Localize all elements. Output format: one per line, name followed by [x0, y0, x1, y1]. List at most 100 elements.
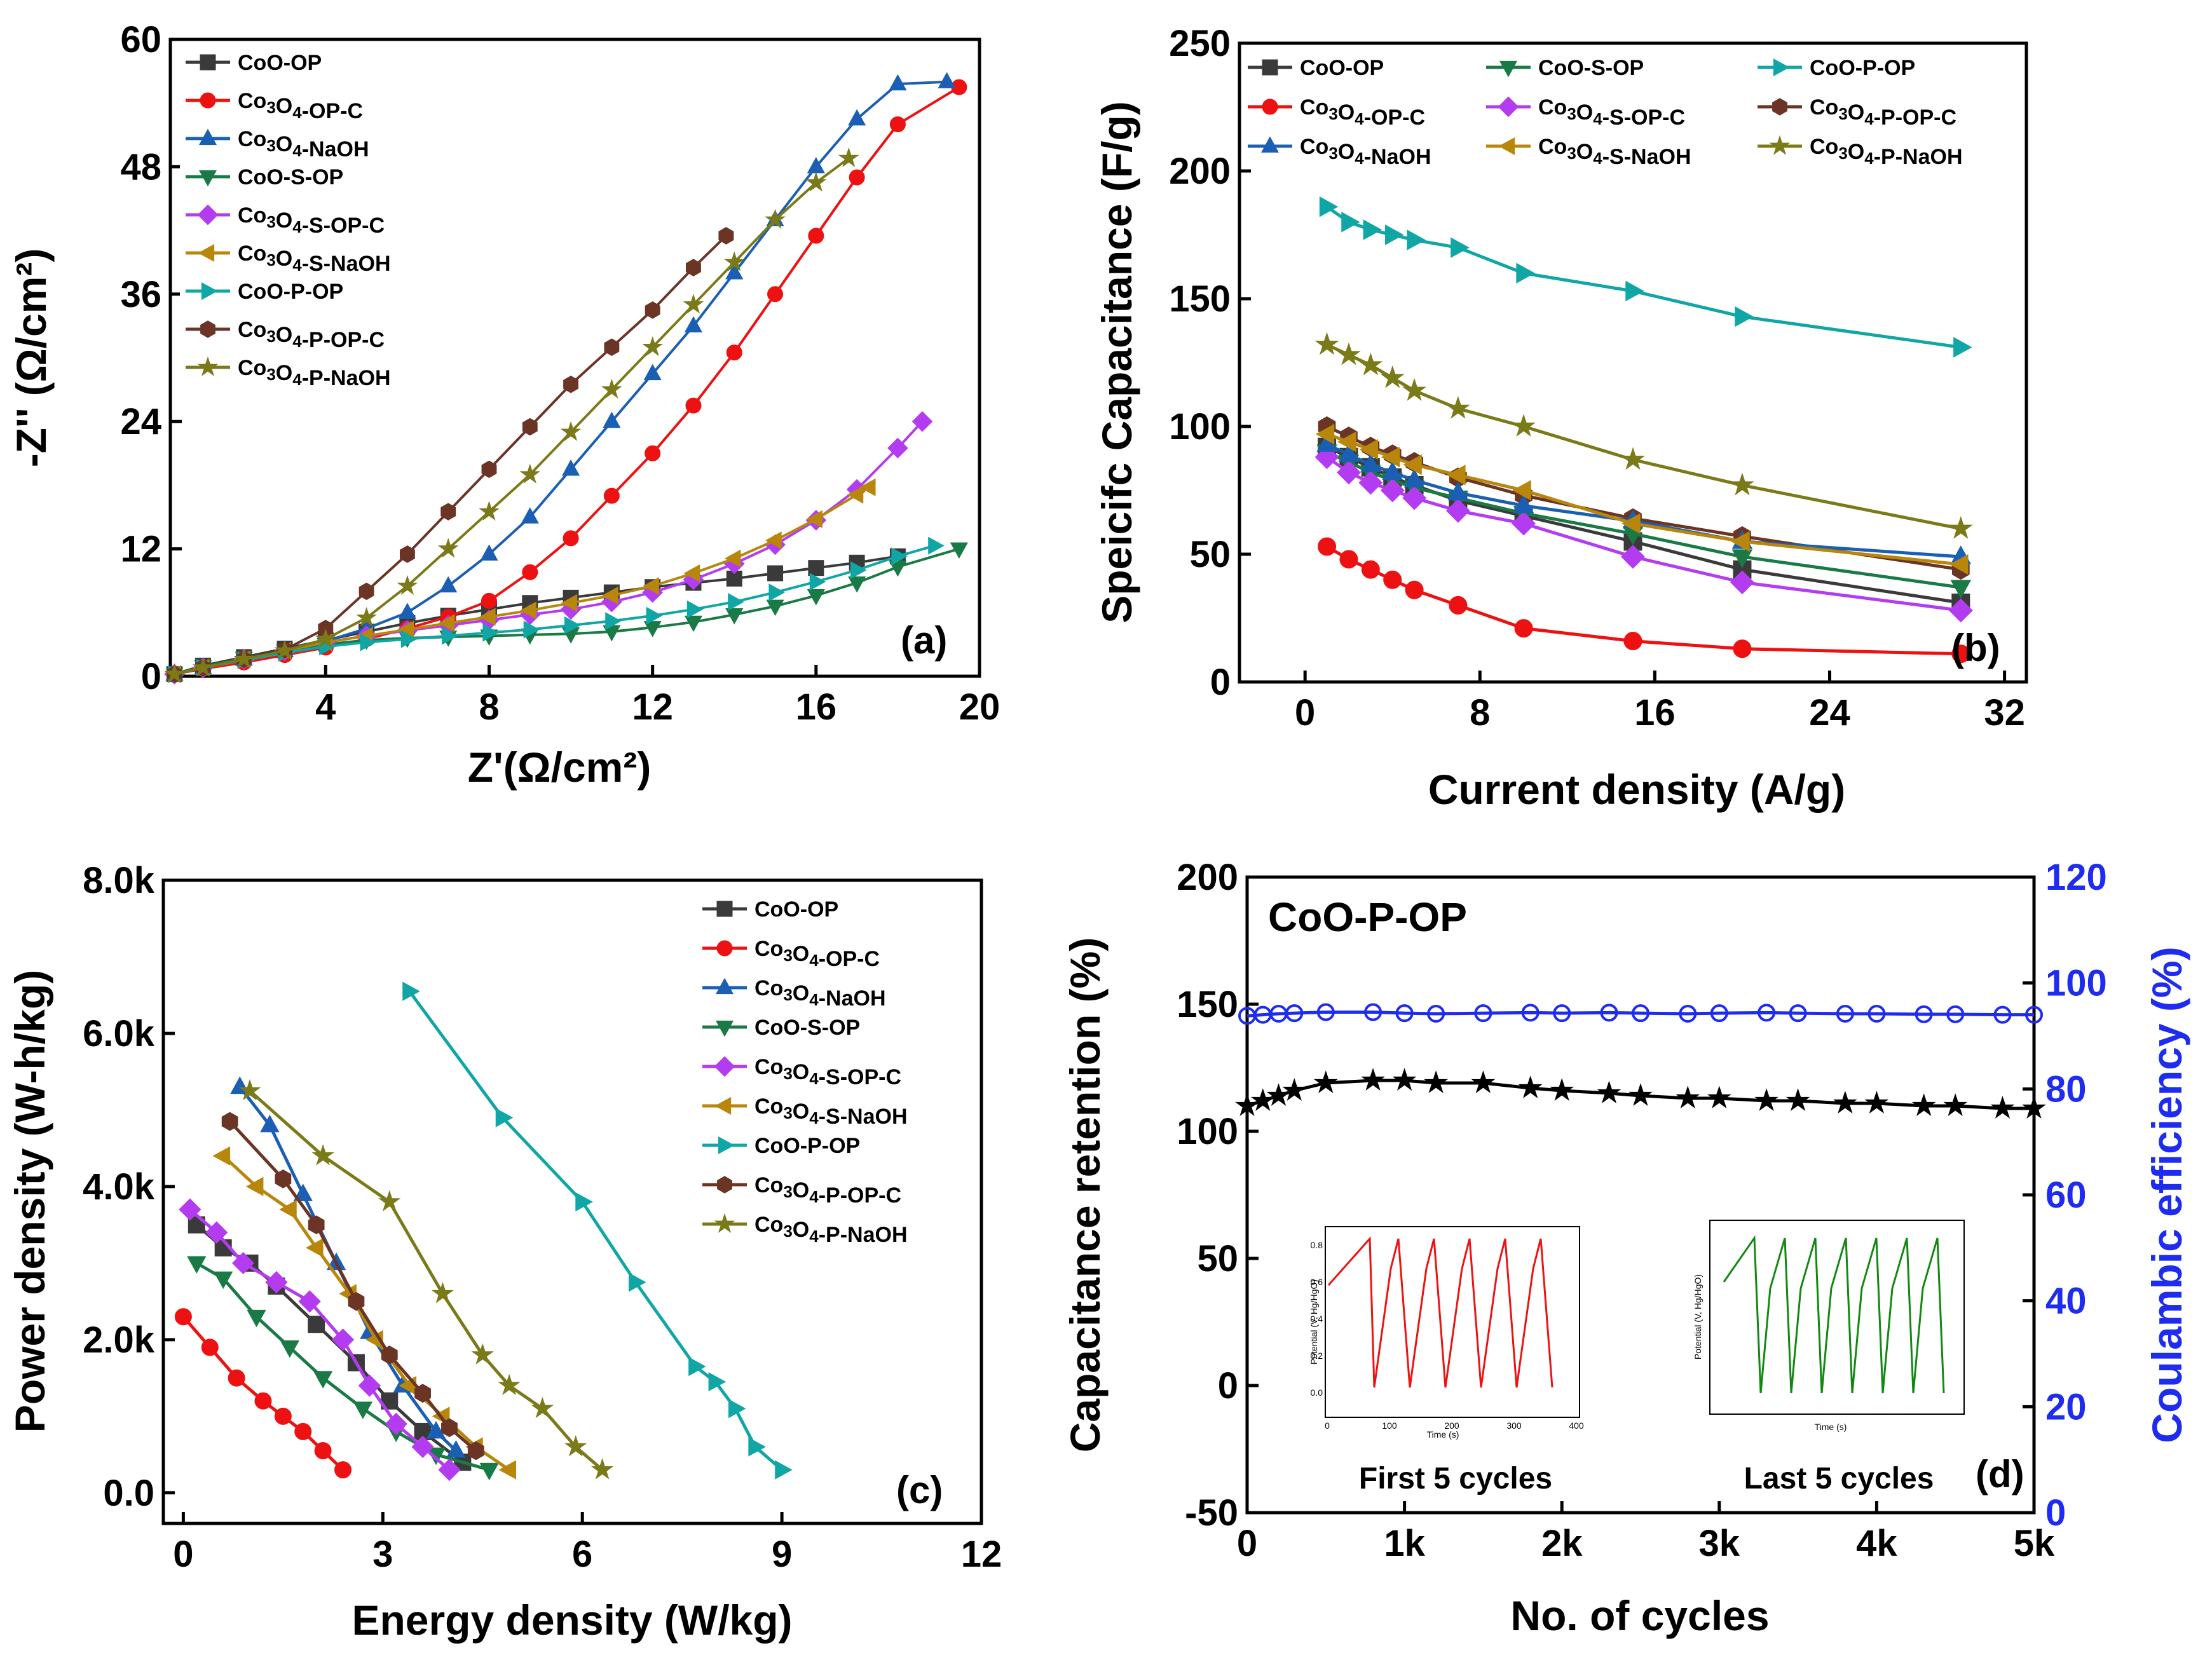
panel-b-point-Co3O4-NaOH [1447, 481, 1469, 501]
panel-d-point-Coulambic efficiency [1395, 1004, 1414, 1023]
panel-c-point-Co3O4-P-NaOH [431, 1282, 454, 1304]
legend-label: Co3O4-P-NaOH [1810, 135, 1963, 169]
panel-b-ytick-label: 250 [1169, 23, 1231, 64]
panel-c-point-Co3O4-S-OP-C [205, 1221, 228, 1244]
panel-a-point-Co3O4-NaOH [848, 109, 866, 126]
panel-b-point-Co3O4-NaOH [1338, 443, 1360, 462]
panel-a-xtick-label: 12 [632, 686, 673, 728]
panel-a-point-CoO-P-OP [564, 616, 581, 634]
inset-first-xtick-2: 200 [1444, 1420, 1459, 1431]
legend-label: Co3O4-S-NaOH [1538, 135, 1691, 169]
legend-swatch-marker [716, 901, 733, 917]
panel-c-point-CoO-P-OP [748, 1437, 766, 1457]
inset-last-cycles: Potential (V, Hg/HgO) Time (s) Last 5 cy… [1693, 1220, 1965, 1495]
panel-d-point-Capacitance retention [1628, 1083, 1653, 1107]
panel-b-point-Co3O4-OP-C [1449, 596, 1468, 615]
panel-a-point-CoO-OP [767, 565, 784, 582]
panel-d-point-Capacitance retention [1676, 1086, 1700, 1109]
panel-c-ytick-label: 2.0k [83, 1319, 155, 1361]
panel-b-line-Co3O4-S-OP-C [1326, 456, 1962, 612]
panel-a-point-Co3O4-NaOH [521, 507, 539, 524]
panel-d-point-Capacitance retention [1250, 1088, 1275, 1112]
panel-c-point-CoO-P-OP [775, 1460, 793, 1480]
panel-c-point-Co3O4-P-NaOH [531, 1396, 554, 1419]
panel-c-ytick-label: 8.0k [83, 860, 155, 901]
panel-b-point-CoO-P-OP [1341, 212, 1360, 233]
panel-a-point-Co3O4-P-OP-C [563, 375, 579, 393]
panel-a-point-Co3O4-P-NaOH [519, 463, 541, 484]
panel-a-frame [168, 37, 981, 678]
panel-d-point-Coulambic efficiency [1632, 1004, 1649, 1023]
panel-d-point-Capacitance retention [1282, 1078, 1307, 1101]
panel-b-ytick-label: 200 [1169, 151, 1231, 192]
panel-b-point-CoO-P-OP [1319, 196, 1339, 217]
panel-b-point-Co3O4-S-OP-C [1730, 570, 1754, 595]
panel-c-point-Co3O4-S-OP-C [231, 1251, 255, 1274]
legend-label: Co3O4-OP-C [238, 89, 363, 123]
panel-c-point-Co3O4-P-OP-C [348, 1291, 365, 1311]
panel-b-point-CoO-P-OP [1407, 229, 1426, 250]
panel-d-point-Capacitance retention [1313, 1070, 1338, 1094]
panel-a-point-Co3O4-P-NaOH [397, 575, 418, 595]
panel-b-point-Co3O4-OP-C [1339, 550, 1358, 569]
panel-a-ytick-label: 60 [120, 19, 161, 60]
panel-b-xtick-label: 32 [1984, 692, 2025, 733]
panel-a-point-Co3O4-P-OP-C [686, 259, 701, 276]
panel-d-xtick-label: 3k [1699, 1523, 1740, 1564]
panel-b-line-CoO-S-OP [1326, 450, 1962, 589]
panel-a-point-Co3O4-P-OP-C [604, 338, 620, 357]
legend-swatch-marker [1499, 60, 1518, 78]
panel-d-point-Coulambic efficiency [1679, 1005, 1697, 1023]
panel-c-point-Co3O4-P-OP-C [221, 1112, 238, 1131]
panel-c-point-Co3O4-S-OP-C [265, 1270, 288, 1294]
panel-b-point-Co3O4-P-NaOH [1314, 332, 1339, 355]
panel-a-point-Co3O4-P-NaOH [765, 208, 786, 229]
panel-a-ytick-label: 0 [141, 656, 161, 697]
legend-label: CoO-OP [754, 897, 838, 922]
legend-label: Co3O4-NaOH [1300, 135, 1431, 169]
panel-a-point-CoO-P-OP [360, 633, 377, 651]
panel-c-point-CoO-P-OP [708, 1372, 727, 1392]
panel-a-ylabel: -Z'' (Ω/cm²) [8, 249, 55, 468]
panel-c-xtick-label: 9 [772, 1534, 792, 1575]
inset-last-curve [1723, 1235, 1945, 1394]
panel-a-point-CoO-P-OP [809, 573, 826, 591]
panel-b-xtick-label: 16 [1634, 692, 1676, 733]
panel-b-frame [1238, 41, 2028, 684]
panel-a-point-Co3O4-S-NaOH [847, 486, 864, 504]
panel-a-point-Co3O4-OP-C [645, 445, 661, 461]
legend-label: Co3O4-S-OP-C [754, 1055, 901, 1089]
panel-a-point-CoO-S-OP [725, 608, 744, 625]
panel-c-point-CoO-S-OP [280, 1340, 299, 1358]
inset-first-ytick-1: 0.2 [1311, 1351, 1323, 1361]
panel-b-point-CoO-P-OP [1953, 337, 1972, 358]
panel-d-y2tick-label: 100 [2045, 963, 2107, 1004]
panel-b-point-Co3O4-OP-C [1361, 560, 1380, 579]
panel-a-xtick-label: 20 [959, 686, 1000, 728]
panel-b-point-Co3O4-OP-C [1733, 639, 1752, 658]
panel-c-ytick-label: 6.0k [83, 1013, 155, 1054]
panel-c-point-Co3O4-P-NaOH [498, 1373, 521, 1396]
legend-swatch-marker [715, 977, 734, 995]
legend-swatch-marker [200, 54, 216, 71]
legend-label: CoO-P-OP [1810, 56, 1915, 80]
inset-first-curve [1327, 1236, 1553, 1388]
panel-b-point-Co3O4-P-NaOH [1512, 414, 1536, 437]
panel-d-series [1235, 1003, 2046, 1119]
panel-d-point-Coulambic efficiency [1427, 1005, 1445, 1023]
panel-d-point-Capacitance retention [1911, 1093, 1936, 1117]
panel-b-point-Co3O4-S-NaOH [1381, 446, 1400, 468]
panel-d-point-Coulambic efficiency [1789, 1004, 1807, 1023]
panel-a-point-Co3O4-S-OP-C [911, 411, 933, 432]
panel-c-point-Co3O4-P-OP-C [414, 1384, 431, 1403]
panel-b-legend: CoO-OP CoO-S-OP CoO-P-OP Co3O4-OP-C Co3O4-S-… [1248, 56, 1963, 169]
panel-a-point-CoO-S-OP [643, 621, 662, 637]
panel-a-point-Co3O4-OP-C [481, 592, 497, 609]
panel-c-point-Co3O4-OP-C [174, 1308, 192, 1326]
panel-a-point-Co3O4-NaOH [603, 411, 621, 428]
panel-a-point-CoO-P-OP [400, 630, 418, 648]
panel-a-point-CoO-P-OP [850, 561, 867, 580]
panel-a-point-Co3O4-S-NaOH [520, 601, 536, 620]
